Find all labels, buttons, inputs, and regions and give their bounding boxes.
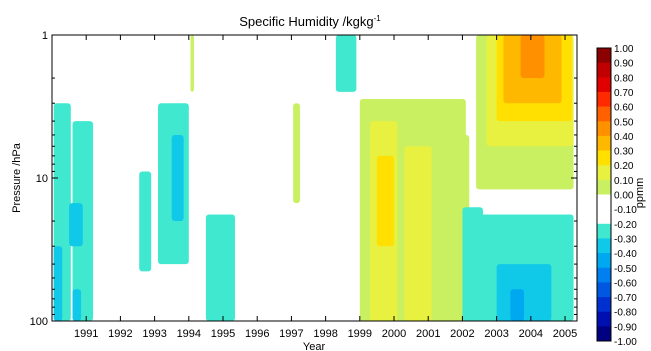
x-tick-label: 2002 [450,328,474,340]
colorbar-level-label: -1.00 [614,337,637,348]
x-tick-label: 1993 [142,328,166,340]
contour-region [293,103,300,204]
colorbar-cell [597,267,611,283]
contour-region [462,207,483,321]
colorbar-level-label: 0.30 [614,147,634,158]
contour-region [171,134,184,222]
colorbar-level-label: 0.90 [614,59,634,70]
colorbar-frame [596,47,612,342]
colorbar-level-label: 0.00 [614,191,634,202]
x-tick-label: 1995 [211,328,235,340]
x-tick-label: 1992 [108,328,132,340]
y-tick-label: 100 [30,316,48,328]
colorbar-cell [597,297,611,313]
y-tick-label: 1 [42,30,48,42]
colorbar-cell [597,282,611,298]
colorbar-cell [597,326,611,342]
colorbar-level-label: 0.50 [614,117,634,128]
colorbar-level-label: -0.60 [614,278,637,289]
colorbar-cell [597,91,611,108]
colorbar-level-label: -0.10 [614,205,637,216]
x-tick-label: 1998 [313,328,337,340]
colorbar-cell [597,121,611,137]
colorbar-cell [597,48,611,64]
colorbar-cell [597,253,611,269]
contour-region [435,134,470,321]
x-tick-label: 1994 [177,328,201,340]
colorbar-cell [597,209,611,225]
colorbar-cell [597,106,611,122]
x-tick-label: 2004 [519,328,543,340]
colorbar-cell [597,194,611,210]
contour-region [53,246,63,321]
colorbar-cell [597,135,611,152]
colorbar-level-label: 0.70 [614,88,634,99]
colorbar-level-label: -0.30 [614,234,637,245]
colorbar-level-label: 0.40 [614,132,634,143]
contour-region [69,203,83,247]
colorbar-level-label: -0.90 [614,322,637,333]
chart-title: Specific Humidity /kgkg-1 [239,14,381,29]
colorbar-level-label: -0.40 [614,249,637,260]
colorbar-level-label: 1.00 [614,44,634,55]
colorbar-level-label: -0.20 [614,220,637,231]
contour-region [190,35,194,92]
colorbar: 1.00 0.90 0.80 0.70 0.60 0.50 0.40 0.30 0.20 0.10… [596,44,637,348]
colorbar-cell [597,238,611,254]
contour-region [72,289,82,321]
x-axis: 1991 1992 1993 1994 1995 1996 1997 1998 1999 2000… [74,35,577,340]
colorbar-cell [597,77,611,93]
colorbar-cell [597,311,611,327]
colorbar-cell [597,150,611,166]
x-tick-label: 2001 [416,328,440,340]
contour-region [205,214,235,321]
contour-region [510,289,524,321]
colorbar-cell [597,62,611,78]
colorbar-unit-label: ppmm [634,178,646,209]
contour-region [404,146,432,321]
colorbar-level-label: -0.80 [614,308,637,319]
contour-region [520,35,545,79]
chart-title-text: Specific Humidity /kgkg [239,14,373,29]
contour-region [139,171,152,272]
chart-title-superscript: -1 [374,14,382,23]
x-tick-label: 2003 [484,328,508,340]
contour-regions [53,35,574,322]
x-tick-label: 1997 [279,328,303,340]
y-tick-label: 10 [36,173,48,185]
colorbar-level-label: 0.80 [614,73,634,84]
y-axis: 1 10 100 [30,30,577,328]
contour-region [376,155,395,247]
x-tick-label: 2005 [553,328,577,340]
contour-region [335,35,357,92]
colorbar-level-label: 0.60 [614,103,634,114]
x-axis-label: Year [303,341,326,351]
x-tick-label: 2000 [382,328,406,340]
colorbar-level-label: -0.70 [614,293,637,304]
colorbar-cell [597,223,611,239]
x-tick-label: 1991 [74,328,98,340]
colorbar-cell [597,165,611,181]
colorbar-cell [597,179,611,195]
x-tick-label: 1999 [348,328,372,340]
colorbar-level-label: -0.50 [614,264,637,275]
x-tick-label: 1996 [245,328,269,340]
y-axis-label: Pressure /hPa [11,142,23,213]
colorbar-level-label: 0.20 [614,161,634,172]
colorbar-level-label: 0.10 [614,176,634,187]
